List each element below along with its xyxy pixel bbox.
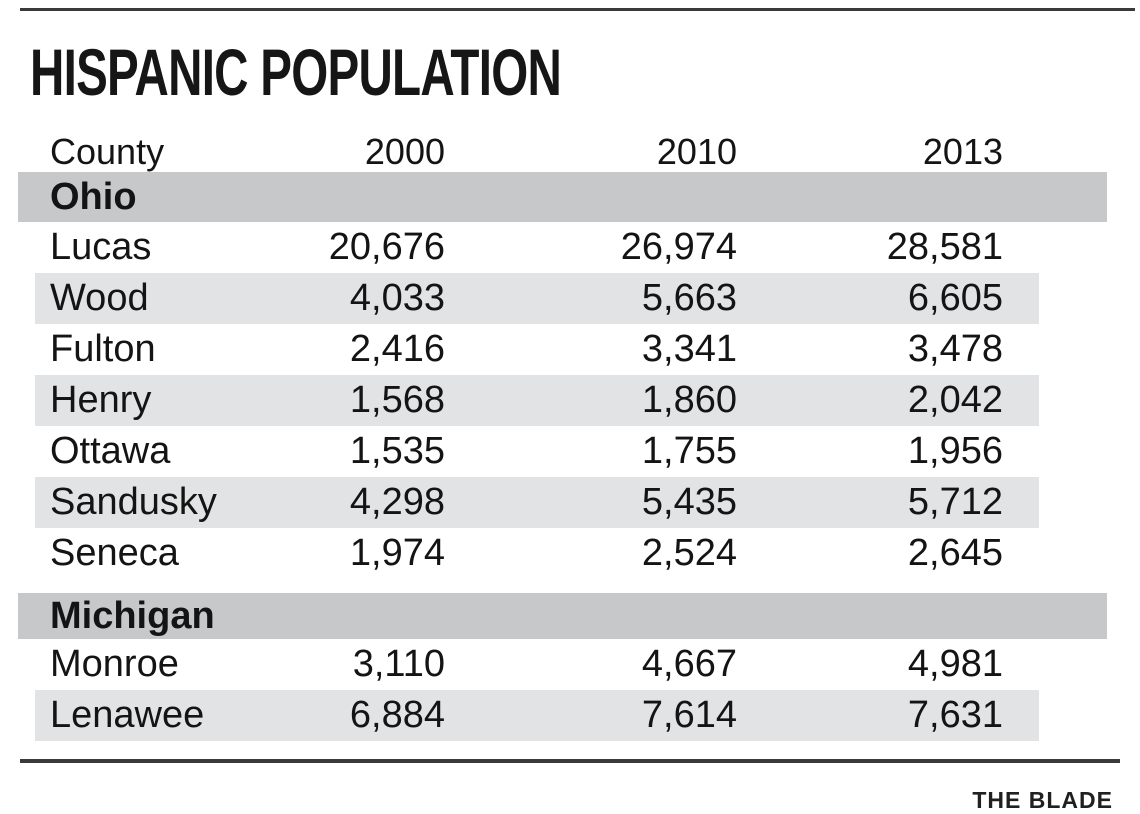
county-cell: Fulton <box>50 328 156 370</box>
county-cell: Henry <box>50 379 152 421</box>
table-row: Lenawee 6,884 7,614 7,631 <box>0 690 1140 741</box>
chart-title: HISPANIC POPULATION <box>30 35 562 109</box>
value-2010-cell: 2,524 <box>641 532 737 574</box>
value-2010-cell: 1,860 <box>641 379 737 421</box>
value-2013-cell: 6,605 <box>907 277 1003 319</box>
value-2010-cell: 3,341 <box>641 328 737 370</box>
stripe-band <box>35 690 1039 741</box>
section-row: Michigan <box>0 593 1140 639</box>
table-row: Fulton 2,416 3,341 3,478 <box>0 324 1140 375</box>
column-header-2000: 2000 <box>364 131 445 172</box>
table-row: Lucas 20,676 26,974 28,581 <box>0 222 1140 273</box>
value-2010-cell: 1,755 <box>641 430 737 472</box>
stripe-band <box>35 273 1039 324</box>
value-2010-cell: 7,614 <box>641 694 737 736</box>
header-row: County 2000 2010 2013 <box>0 132 1140 172</box>
county-cell: Monroe <box>50 643 179 685</box>
value-2013-cell: 5,712 <box>907 481 1003 523</box>
value-2010-cell: 5,663 <box>641 277 737 319</box>
value-2000-cell: 6,884 <box>349 694 445 736</box>
county-cell: Ottawa <box>50 430 171 472</box>
county-cell: Lenawee <box>50 694 205 736</box>
table-row: Henry 1,568 1,860 2,042 <box>0 375 1140 426</box>
value-2010-cell: 5,435 <box>641 481 737 523</box>
value-2010-cell: 4,667 <box>641 643 737 685</box>
value-2013-cell: 1,956 <box>907 430 1003 472</box>
value-2013-cell: 2,042 <box>907 379 1003 421</box>
population-table: County 2000 2010 2013 Ohio Lucas 20,676 26,… <box>0 132 1140 741</box>
value-2010-cell: 26,974 <box>620 226 737 268</box>
value-2000-cell: 1,568 <box>349 379 445 421</box>
value-2000-cell: 1,974 <box>349 532 445 574</box>
value-2013-cell: 3,478 <box>907 328 1003 370</box>
column-header-county: County <box>50 131 165 172</box>
top-rule <box>20 8 1135 11</box>
county-cell: Wood <box>50 277 149 319</box>
column-header-2010: 2010 <box>656 131 737 172</box>
table-row: Wood 4,033 5,663 6,605 <box>0 273 1140 324</box>
page: HISPANIC POPULATION County 2000 2010 201… <box>0 8 1140 813</box>
table-row: Monroe 3,110 4,667 4,981 <box>0 639 1140 690</box>
section-label: Ohio <box>50 176 137 218</box>
value-2013-cell: 4,981 <box>907 643 1003 685</box>
county-cell: Lucas <box>50 226 152 268</box>
county-cell: Sandusky <box>50 481 217 523</box>
county-cell: Seneca <box>50 532 179 574</box>
value-2013-cell: 28,581 <box>886 226 1003 268</box>
table-row: Sandusky 4,298 5,435 5,712 <box>0 477 1140 528</box>
value-2000-cell: 1,535 <box>349 430 445 472</box>
section-band <box>18 172 1107 222</box>
value-2000-cell: 2,416 <box>349 328 445 370</box>
table-row: Seneca 1,974 2,524 2,645 <box>0 528 1140 579</box>
value-2000-cell: 4,298 <box>349 481 445 523</box>
value-2013-cell: 7,631 <box>907 694 1003 736</box>
stripe-band <box>35 375 1039 426</box>
column-header-2013: 2013 <box>922 131 1003 172</box>
value-2000-cell: 4,033 <box>349 277 445 319</box>
value-2000-cell: 3,110 <box>352 643 445 685</box>
section-label: Michigan <box>50 595 215 637</box>
section-row: Ohio <box>0 172 1140 222</box>
value-2000-cell: 20,676 <box>328 226 445 268</box>
value-2013-cell: 2,645 <box>907 532 1003 574</box>
credit-label: THE BLADE <box>972 787 1113 813</box>
section-band <box>18 593 1107 639</box>
table-row: Ottawa 1,535 1,755 1,956 <box>0 426 1140 477</box>
table-body: Ohio Lucas 20,676 26,974 28,581 Wood 4,033 5,66… <box>0 172 1140 741</box>
stripe-band <box>35 477 1039 528</box>
bottom-rule <box>20 759 1120 763</box>
